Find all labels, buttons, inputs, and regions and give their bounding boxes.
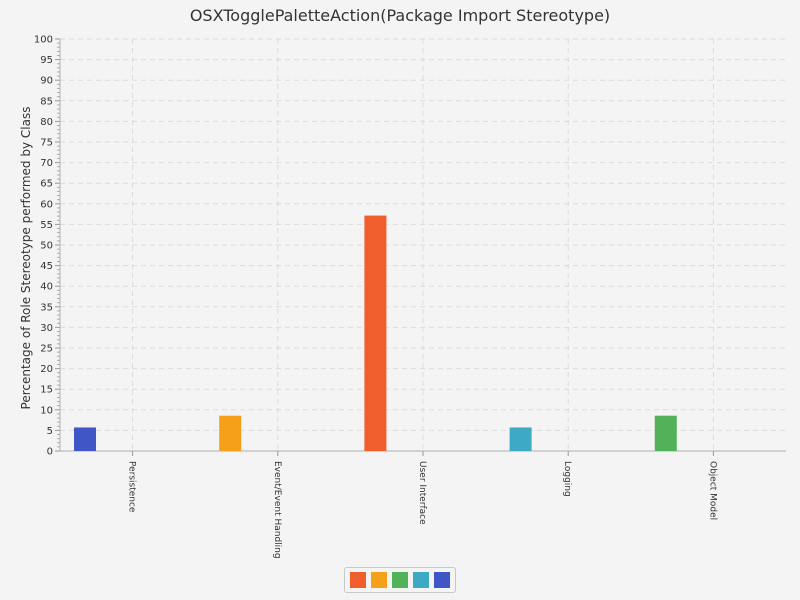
y-tick-label: 90 <box>40 76 53 87</box>
x-tick-label: Event/Event Handling <box>272 461 282 559</box>
y-tick-label: 30 <box>40 323 53 334</box>
y-tick-label: 5 <box>47 426 53 437</box>
bar <box>654 415 677 451</box>
legend-swatch <box>392 572 408 588</box>
x-tick-label: User Interface <box>417 461 427 525</box>
x-tick-label: Object Model <box>707 461 717 520</box>
legend-swatch <box>350 572 366 588</box>
chart-title: OSXTogglePaletteAction(Package Import St… <box>189 6 611 25</box>
y-tick-label: 20 <box>40 364 53 375</box>
y-tick-label: 95 <box>40 55 53 66</box>
legend-swatch <box>413 572 429 588</box>
y-tick-label: 75 <box>40 138 53 149</box>
y-tick-label: 35 <box>40 302 53 313</box>
bar <box>219 415 242 451</box>
y-tick-label: 45 <box>40 261 53 272</box>
y-tick-label: 100 <box>34 35 53 46</box>
y-tick-label: 60 <box>40 199 53 210</box>
y-tick-label: 55 <box>40 220 53 231</box>
legend <box>344 567 456 593</box>
y-tick-label: 85 <box>40 96 53 107</box>
y-tick-label: 65 <box>40 179 53 190</box>
x-tick-label: Logging <box>562 461 572 497</box>
bar <box>509 427 532 451</box>
y-tick-label: 40 <box>40 282 53 293</box>
y-tick-label: 15 <box>40 385 53 396</box>
y-tick-label: 50 <box>40 241 53 252</box>
y-tick-label: 70 <box>40 158 53 169</box>
y-tick-label: 25 <box>40 344 53 355</box>
legend-swatch <box>371 572 387 588</box>
bar <box>364 215 387 451</box>
y-tick-label: 10 <box>40 405 53 416</box>
y-tick-label: 0 <box>47 447 53 458</box>
legend-swatch <box>434 572 450 588</box>
x-tick-label: Persistence <box>127 461 137 513</box>
bar <box>74 427 96 451</box>
y-tick-label: 80 <box>40 117 53 128</box>
